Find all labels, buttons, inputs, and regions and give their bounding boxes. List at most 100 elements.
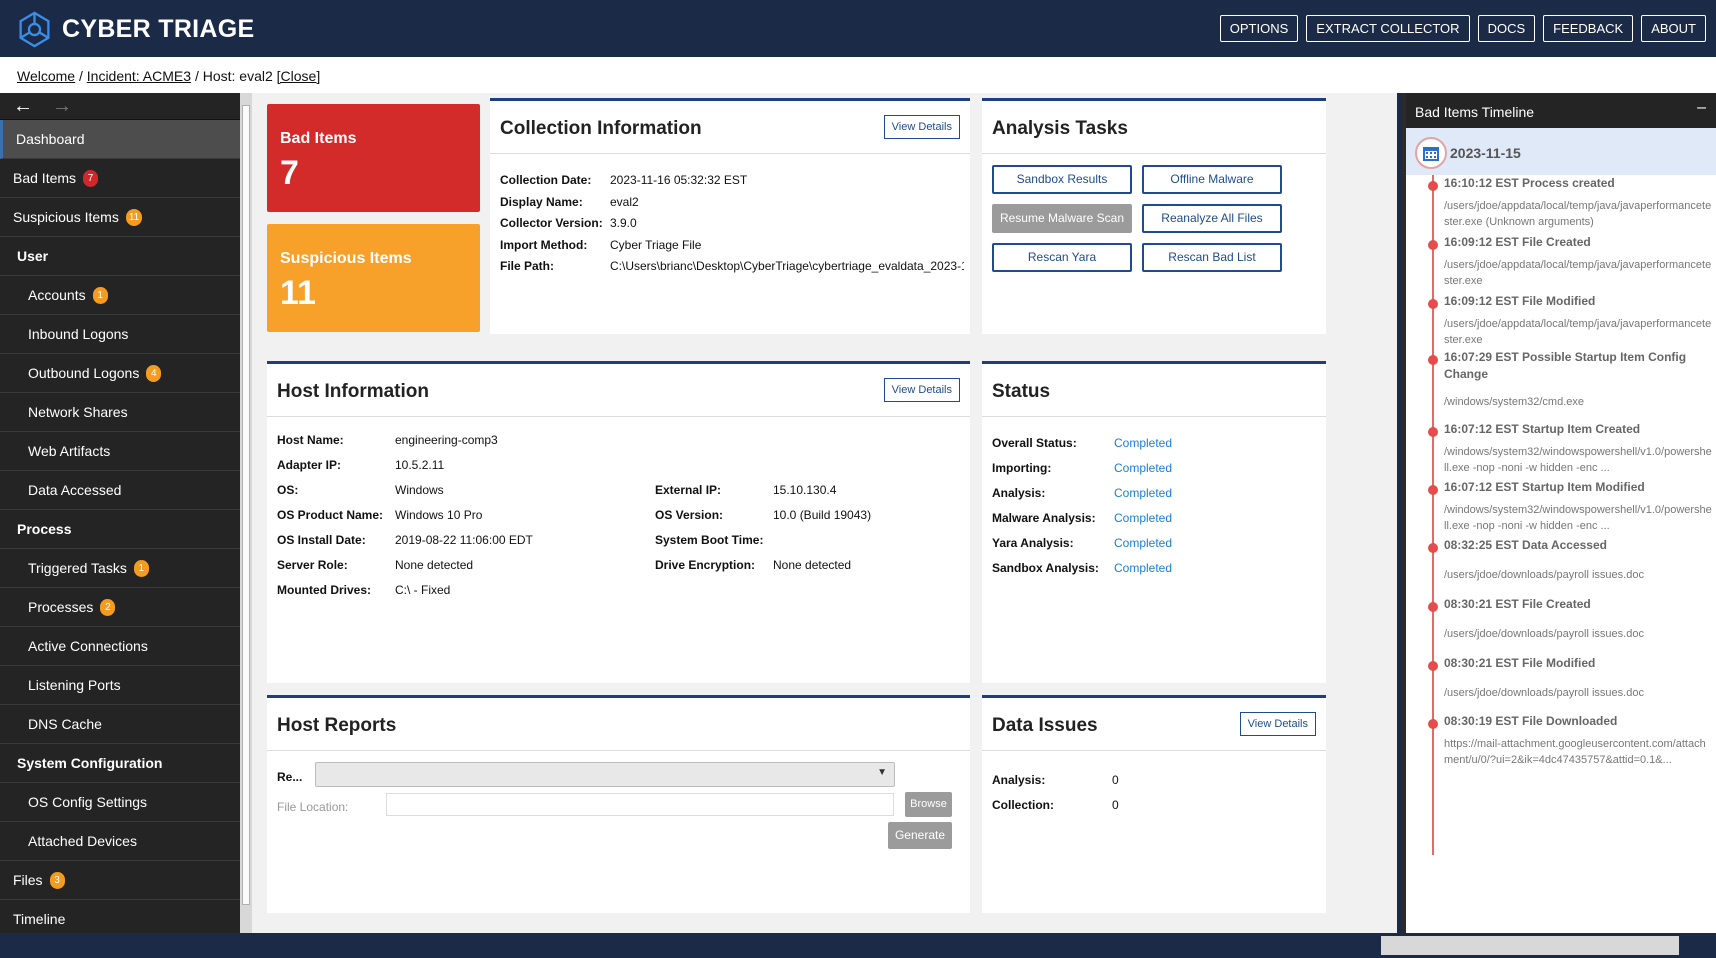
- generate-button[interactable]: Generate: [888, 822, 952, 849]
- collection-key: Display Name:: [500, 194, 583, 209]
- host-key: Adapter IP:: [277, 458, 342, 472]
- resume-malware-scan-button[interactable]: Resume Malware Scan: [992, 204, 1132, 233]
- sidebar-item-label: Suspicious Items: [13, 209, 119, 225]
- sandbox-results-button[interactable]: Sandbox Results: [992, 165, 1132, 194]
- count-badge: 1: [133, 559, 149, 577]
- timeline-event-path: https://mail-attachment.googleuserconten…: [1444, 738, 1706, 766]
- timeline-event-dot: [1428, 661, 1438, 671]
- calendar-icon: [1415, 137, 1447, 169]
- report-type-select[interactable]: ▼: [315, 762, 895, 787]
- breadcrumb-welcome-link[interactable]: Welcome: [17, 68, 76, 84]
- offline-malware-button[interactable]: Offline Malware: [1142, 165, 1282, 194]
- suspicious-items-tile-count: 11: [280, 274, 316, 312]
- chevron-down-icon: ▼: [877, 767, 887, 778]
- reanalyze-all-files-button[interactable]: Reanalyze All Files: [1142, 204, 1282, 233]
- sidebar-item[interactable]: Dashboard: [0, 120, 240, 159]
- data-issues-view-details-button[interactable]: View Details: [1239, 712, 1316, 736]
- status-key: Importing:: [992, 461, 1052, 475]
- host-right-keys: External IP: OS Version: System Boot Tim…: [655, 478, 773, 578]
- breadcrumb-close-link[interactable]: [Close]: [276, 68, 321, 84]
- host-key: OS Version:: [655, 508, 724, 522]
- sidebar-item[interactable]: Accounts 1: [0, 276, 240, 315]
- os-install-date-value: 2019-08-22 11:06:00 EDT: [395, 533, 533, 547]
- sidebar-item-label: DNS Cache: [28, 716, 102, 732]
- sidebar-item-label: Inbound Logons: [28, 326, 129, 342]
- collection-keys: Collection Date: Display Name: Collector…: [500, 170, 610, 278]
- sidebar-item-label: Bad Items: [13, 170, 77, 186]
- count-badge: 7: [83, 169, 99, 187]
- feedback-button[interactable]: FEEDBACK: [1543, 15, 1634, 42]
- scrollbar-thumb[interactable]: [242, 105, 250, 905]
- sidebar-item[interactable]: Bad Items 7: [0, 159, 240, 198]
- timeline-event-dot: [1428, 485, 1438, 495]
- sidebar-item[interactable]: Active Connections: [0, 627, 240, 666]
- host-view-details-button[interactable]: View Details: [883, 378, 960, 402]
- timeline-event-path: /windows/system32/windowspowershell/v1.0…: [1444, 504, 1712, 532]
- collection-information-card: Collection Information View Details Coll…: [490, 98, 970, 334]
- options-button[interactable]: OPTIONS: [1219, 15, 1299, 42]
- sidebar-item[interactable]: Suspicious Items 11: [0, 198, 240, 237]
- horizontal-scrollbar[interactable]: [1381, 936, 1679, 955]
- collection-date-value: 2023-11-16 05:32:32 EST: [610, 173, 748, 187]
- rescan-bad-list-button[interactable]: Rescan Bad List: [1142, 243, 1282, 272]
- sidebar-item[interactable]: OS Config Settings: [0, 783, 240, 822]
- sidebar-item[interactable]: Files 3: [0, 861, 240, 900]
- timeline-date: 2023-11-15: [1450, 145, 1521, 161]
- suspicious-items-tile[interactable]: Suspicious Items 11: [267, 224, 480, 332]
- extract-collector-button[interactable]: EXTRACT COLLECTOR: [1306, 15, 1470, 42]
- sidebar-item[interactable]: Listening Ports: [0, 666, 240, 705]
- os-version-value: 10.0 (Build 19043): [773, 508, 872, 522]
- sidebar-item-label: Active Connections: [28, 638, 148, 654]
- timeline-event-title: 08:30:21 EST File Created: [1444, 597, 1591, 611]
- rescan-yara-button[interactable]: Rescan Yara: [992, 243, 1132, 272]
- status-value: Completed: [1114, 436, 1173, 450]
- sidebar-item[interactable]: Web Artifacts: [0, 432, 240, 471]
- collection-view-details-button[interactable]: View Details: [883, 115, 960, 139]
- sidebar-item[interactable]: Outbound Logons 4: [0, 354, 240, 393]
- host-left-keys: Host Name: Adapter IP: OS: OS Product Na…: [277, 428, 395, 603]
- sidebar-item[interactable]: Triggered Tasks 1: [0, 549, 240, 588]
- sidebar-item[interactable]: Data Accessed: [0, 471, 240, 510]
- status-key: Yara Analysis:: [992, 536, 1074, 550]
- timeline-event-title: 16:09:12 EST File Created: [1444, 235, 1591, 249]
- status-key: Analysis:: [992, 486, 1046, 500]
- sidebar: ← → Dashboard Bad Items 7 Suspicious Items 1…: [0, 93, 240, 939]
- timeline-event-dot: [1428, 602, 1438, 612]
- status-key: Overall Status:: [992, 436, 1077, 450]
- sidebar-item[interactable]: Network Shares: [0, 393, 240, 432]
- browse-button[interactable]: Browse: [905, 792, 952, 817]
- about-button[interactable]: ABOUT: [1641, 15, 1706, 42]
- sidebar-scrollbar[interactable]: [240, 93, 252, 933]
- breadcrumb-incident-link[interactable]: Incident: ACME3: [86, 68, 192, 84]
- docs-button[interactable]: DOCS: [1477, 15, 1536, 42]
- host-key: External IP:: [655, 483, 722, 497]
- timeline-event-title: 16:07:12 EST Startup Item Modified: [1444, 480, 1645, 494]
- sidebar-item-label: Accounts: [28, 287, 86, 303]
- count-badge: 3: [49, 871, 65, 889]
- collector-version-value: 3.9.0: [610, 216, 637, 230]
- status-values: Completed Completed Completed Completed …: [1114, 431, 1274, 581]
- host-reports-card: Host Reports Re... ▼ File Location: Brow…: [267, 695, 970, 913]
- external-ip-value: 15.10.130.4: [773, 483, 837, 497]
- dashboard-main: Bad Items 7 Suspicious Items 11 Collecti…: [252, 93, 1397, 933]
- app-title: CYBER TRIAGE: [62, 15, 255, 43]
- sidebar-item[interactable]: Inbound Logons: [0, 315, 240, 354]
- timeline-event-path: /users/jdoe/downloads/payroll issues.doc: [1444, 569, 1644, 581]
- back-arrow-icon[interactable]: ←: [13, 95, 33, 117]
- bad-items-tile[interactable]: Bad Items 7: [267, 104, 480, 212]
- timeline-header: Bad Items Timeline –: [1406, 93, 1716, 128]
- timeline-event-dot: [1428, 719, 1438, 729]
- file-location-input[interactable]: [386, 793, 894, 816]
- forward-arrow-icon[interactable]: →: [52, 95, 72, 117]
- data-issues-card: Data Issues View Details Analysis: Colle…: [982, 695, 1326, 913]
- count-badge: 2: [100, 598, 116, 616]
- sidebar-item[interactable]: Attached Devices: [0, 822, 240, 861]
- mounted-drives-value: C:\ - Fixed: [395, 583, 451, 597]
- host-key: Mounted Drives:: [277, 583, 372, 597]
- status-card: Status Overall Status: Importing: Analys…: [982, 361, 1326, 683]
- minimize-icon[interactable]: –: [1697, 99, 1706, 116]
- sidebar-item[interactable]: DNS Cache: [0, 705, 240, 744]
- status-bar: [0, 933, 1716, 958]
- timeline-event-path: /users/jdoe/downloads/payroll issues.doc: [1444, 687, 1644, 699]
- sidebar-item[interactable]: Processes 2: [0, 588, 240, 627]
